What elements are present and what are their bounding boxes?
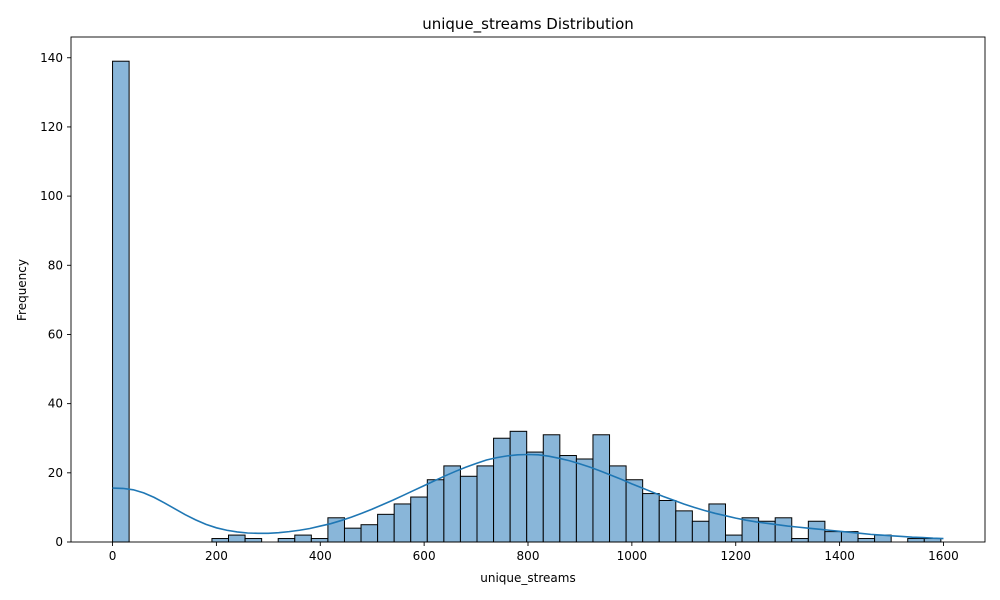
histogram-bar [575, 458, 594, 543]
histogram-bar [675, 510, 693, 543]
histogram-bar [493, 437, 511, 543]
y-tick-label: 80 [48, 258, 63, 272]
x-tick-label: 800 [517, 549, 540, 563]
x-tick-label: 1200 [720, 549, 751, 563]
histogram-bar [824, 531, 842, 543]
histogram-bar [857, 538, 876, 543]
histogram-bar [774, 517, 793, 543]
x-axis-label: unique_streams [480, 571, 575, 585]
y-tick-label: 60 [48, 327, 63, 341]
plot-area [70, 36, 986, 543]
x-tick-label: 200 [205, 549, 228, 563]
y-tick-label: 40 [48, 397, 63, 411]
y-tick-label: 100 [40, 189, 63, 203]
histogram-bar [592, 434, 611, 543]
x-tick-label: 1400 [824, 549, 855, 563]
y-axis: 0 20 40 60 80 100 120 140 [40, 51, 71, 549]
histogram-bar [393, 503, 412, 543]
histogram-bar [724, 534, 743, 543]
x-tick-label: 0 [109, 549, 117, 563]
histogram-bar [426, 479, 445, 543]
histogram-bar [112, 60, 130, 543]
histogram-bar [625, 479, 644, 543]
histogram-bar [343, 527, 362, 543]
y-axis-label: Frequency [15, 259, 29, 321]
histogram-bar [294, 534, 312, 543]
x-tick-label: 1000 [617, 549, 648, 563]
histogram-bar [459, 475, 478, 543]
histogram-bar [410, 496, 428, 543]
histogram-bar [708, 503, 726, 543]
x-tick-label: 600 [413, 549, 436, 563]
histogram-bar [691, 520, 710, 543]
x-tick-label: 400 [309, 549, 332, 563]
histogram-bar [476, 465, 495, 543]
histogram-bar [277, 538, 296, 543]
histogram-bar [658, 499, 677, 543]
histogram-bar [542, 434, 561, 543]
y-tick-label: 140 [40, 51, 63, 65]
histogram-bar [559, 455, 577, 543]
histogram-bar [360, 524, 379, 543]
histogram-bar [310, 538, 329, 543]
histogram-bar [211, 538, 230, 543]
y-tick-label: 0 [55, 535, 63, 549]
chart-title: unique_streams Distribution [422, 15, 634, 34]
histogram-bar [907, 538, 925, 543]
histogram-bar [377, 513, 395, 543]
histogram-bar [526, 451, 544, 543]
y-tick-label: 20 [48, 466, 63, 480]
histogram-bar [807, 520, 826, 543]
histogram-bar [791, 538, 809, 543]
bars-group [112, 60, 942, 543]
histogram-bar [244, 538, 263, 543]
histogram-bar [443, 465, 461, 543]
histogram-bar [228, 534, 246, 543]
histogram-bar [509, 430, 528, 543]
kde-curve [112, 453, 944, 540]
x-tick-label: 1600 [928, 549, 959, 563]
y-tick-label: 120 [40, 120, 63, 134]
x-axis: 0 200 400 600 800 1000 1200 1400 1600 [109, 542, 959, 563]
histogram-bar [642, 493, 660, 543]
